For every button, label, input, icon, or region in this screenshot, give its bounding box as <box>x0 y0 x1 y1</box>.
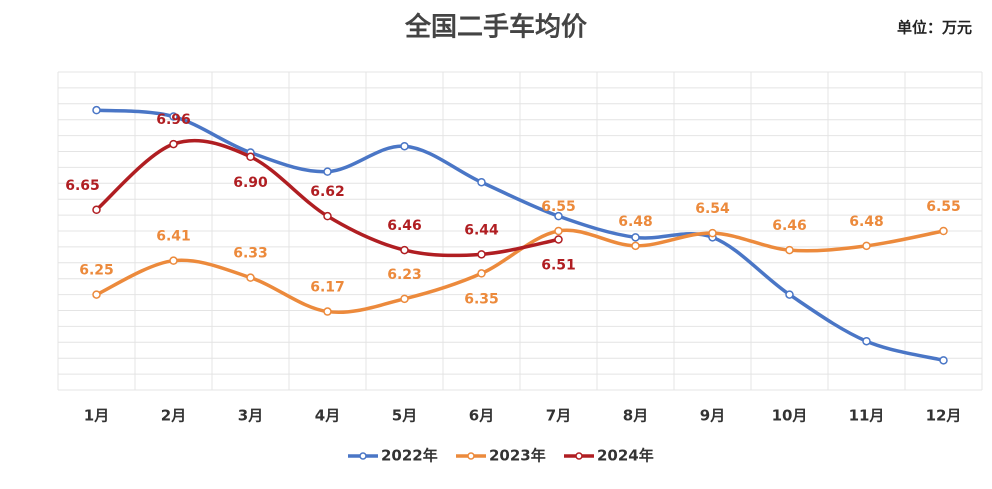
x-tick-label: 12月 <box>926 407 962 425</box>
data-label: 6.51 <box>541 257 576 273</box>
point <box>92 290 101 299</box>
point <box>400 294 409 304</box>
x-tick-label: 1月 <box>84 407 109 425</box>
x-tick-label: 10月 <box>772 407 808 425</box>
data-label: 6.33 <box>233 246 268 262</box>
point <box>477 269 486 278</box>
data-label: 6.48 <box>849 214 884 230</box>
point <box>169 256 178 265</box>
data-label: 6.46 <box>387 218 422 234</box>
data-label: 6.46 <box>772 218 807 234</box>
point <box>785 290 794 299</box>
data-label: 6.17 <box>310 280 345 296</box>
point <box>939 356 948 365</box>
point <box>862 336 871 346</box>
point <box>939 226 948 236</box>
data-label: 6.62 <box>310 184 345 200</box>
data-label: 6.41 <box>156 229 191 245</box>
point <box>400 141 409 151</box>
data-label: 6.44 <box>464 222 499 238</box>
point <box>554 226 563 236</box>
data-label: 6.96 <box>156 112 191 128</box>
x-tick-label: 2月 <box>161 407 186 425</box>
unit-label: 单位：万元 <box>897 19 972 37</box>
x-tick-label: 5月 <box>392 407 417 425</box>
point <box>477 250 486 259</box>
point <box>631 241 640 251</box>
data-label: 6.65 <box>65 178 100 194</box>
point <box>169 139 178 149</box>
legend-marker <box>575 452 583 460</box>
point <box>554 235 563 244</box>
data-label: 6.55 <box>926 199 961 215</box>
x-tick-label: 4月 <box>315 407 340 425</box>
data-label: 6.35 <box>464 291 499 307</box>
data-label: 6.23 <box>387 267 422 283</box>
legend-marker <box>467 452 475 460</box>
data-label: 6.25 <box>79 263 114 279</box>
line <box>94 108 946 363</box>
point <box>246 152 255 162</box>
x-tick-label: 3月 <box>238 407 263 425</box>
x-tick-label: 9月 <box>700 407 725 425</box>
point <box>323 211 332 221</box>
legend-label: 2023年 <box>489 447 546 465</box>
point <box>862 241 871 251</box>
legend-label: 2024年 <box>597 447 654 465</box>
legend-label: 2022年 <box>381 447 438 465</box>
point <box>554 211 563 221</box>
point <box>400 245 409 255</box>
point <box>477 177 486 187</box>
x-tick-label: 8月 <box>623 407 648 425</box>
data-label: 6.55 <box>541 199 576 215</box>
point <box>246 273 255 282</box>
point <box>708 228 717 238</box>
point <box>323 307 332 316</box>
point <box>785 245 794 255</box>
point <box>323 167 332 176</box>
data-label: 6.48 <box>618 214 653 230</box>
data-label: 6.54 <box>695 201 730 217</box>
x-tick-label: 7月 <box>546 407 571 425</box>
point <box>92 205 101 215</box>
x-tick-label: 11月 <box>849 407 885 425</box>
x-tick-label: 6月 <box>469 407 494 425</box>
point <box>169 112 178 121</box>
point <box>92 105 101 115</box>
data-label: 6.90 <box>233 175 268 191</box>
chart-title: 全国二手车均价 <box>404 12 588 43</box>
point <box>631 233 640 242</box>
legend-marker <box>359 452 367 460</box>
